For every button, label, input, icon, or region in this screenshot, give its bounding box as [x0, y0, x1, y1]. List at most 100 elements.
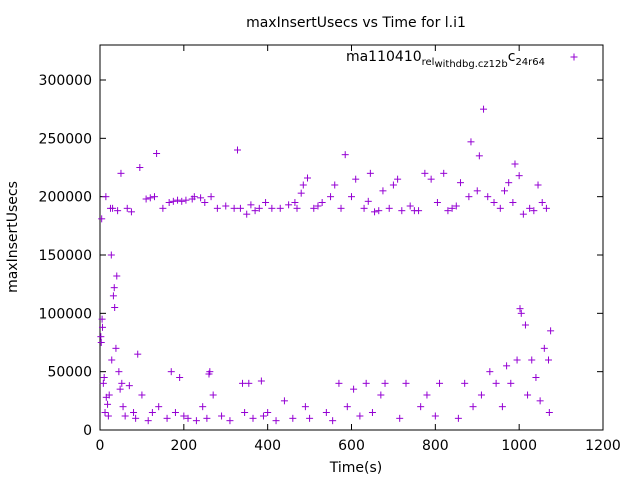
data-point: [110, 284, 118, 292]
data-point: [155, 403, 163, 411]
data-point: [461, 379, 469, 387]
data-point: [109, 204, 117, 212]
legend-part-c: c: [508, 49, 516, 65]
data-point: [545, 356, 553, 364]
data-point: [431, 412, 439, 420]
data-point: [385, 204, 393, 212]
data-point: [356, 412, 364, 420]
data-point: [190, 193, 198, 201]
data-point: [230, 204, 238, 212]
data-point: [536, 397, 544, 405]
data-point: [132, 414, 140, 422]
data-point: [406, 202, 414, 210]
data-point: [528, 356, 536, 364]
data-point: [513, 356, 521, 364]
legend-part-e: 24r64: [515, 57, 545, 68]
data-point: [226, 417, 234, 425]
data-point: [306, 414, 314, 422]
data-point: [182, 196, 190, 204]
data-point: [509, 199, 517, 206]
data-point: [331, 181, 339, 189]
data-point: [104, 412, 112, 420]
data-point: [144, 417, 152, 425]
x-tick-label: 0: [96, 438, 105, 454]
data-point: [511, 160, 519, 168]
data-point: [165, 199, 173, 206]
data-point: [329, 417, 337, 425]
data-point: [517, 309, 525, 317]
data-point: [262, 199, 270, 206]
data-point: [467, 138, 475, 146]
data-point: [268, 204, 276, 212]
data-point: [113, 272, 121, 280]
data-point: [201, 199, 209, 206]
data-point: [105, 391, 113, 399]
y-tick-label: 300000: [39, 73, 92, 89]
data-point: [335, 379, 343, 387]
data-point: [203, 414, 211, 422]
data-point: [402, 379, 410, 387]
x-axis: 0 200 400 600 800 1000 1200: [96, 45, 621, 454]
data-point: [348, 193, 355, 201]
data-point: [146, 194, 154, 202]
data-point: [276, 204, 284, 212]
data-point: [127, 208, 135, 216]
data-point: [389, 181, 397, 189]
data-point: [417, 403, 425, 411]
data-point: [375, 207, 383, 215]
data-point: [180, 412, 188, 420]
data-point: [118, 379, 126, 387]
data-point: [121, 412, 129, 420]
y-tick-label: 200000: [39, 190, 92, 206]
data-point: [99, 323, 107, 331]
data-point: [515, 172, 523, 180]
data-point: [341, 151, 349, 159]
data-point: [167, 368, 175, 376]
data-point: [521, 321, 529, 329]
data-point: [117, 169, 125, 177]
y-axis: 0 50000 100000 150000 200000 250000 300000: [39, 73, 603, 439]
data-point: [102, 193, 110, 201]
data-point: [259, 412, 267, 420]
data-point: [99, 379, 107, 387]
data-point: [490, 199, 498, 206]
data-point: [524, 391, 532, 399]
data-point: [475, 152, 483, 160]
legend-series-label: ma110410relwithdbg.cz12bc24r64: [346, 49, 545, 70]
data-point: [465, 193, 473, 201]
data-point: [516, 305, 524, 313]
data-point: [440, 169, 448, 177]
x-tick-label: 800: [422, 438, 449, 454]
data-point: [249, 414, 257, 422]
data-point: [206, 368, 214, 376]
x-tick-label: 400: [254, 438, 281, 454]
data-point: [538, 199, 546, 206]
data-point: [350, 385, 358, 393]
chart-title: maxInsertUsecs vs Time for l.i1: [246, 15, 466, 31]
data-point: [150, 193, 158, 201]
legend-part-b: rel: [422, 57, 435, 68]
data-point: [255, 204, 263, 212]
data-point: [500, 187, 508, 195]
data-point: [163, 414, 171, 422]
data-point: [159, 204, 167, 212]
data-point: [452, 202, 460, 210]
data-point: [327, 193, 335, 201]
data-point: [436, 379, 444, 387]
data-point: [498, 403, 506, 411]
data-point: [433, 199, 441, 206]
data-point: [257, 377, 265, 385]
data-point: [415, 207, 423, 215]
data-point: [280, 397, 288, 405]
data-point: [377, 391, 385, 399]
data-point: [368, 409, 376, 416]
data-point: [398, 207, 406, 215]
scatter-points: [97, 105, 555, 425]
data-point: [109, 292, 117, 300]
data-point: [291, 199, 299, 206]
data-point: [314, 202, 322, 210]
data-point: [247, 201, 255, 209]
data-point: [289, 414, 297, 422]
data-point: [337, 204, 345, 212]
